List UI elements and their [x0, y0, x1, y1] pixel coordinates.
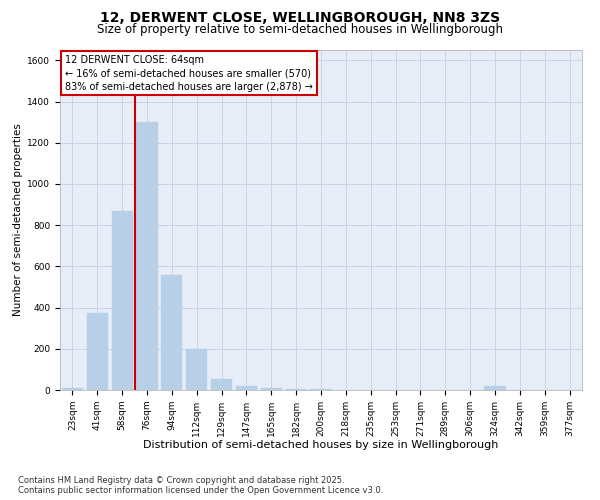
Bar: [186, 349, 207, 390]
Bar: [87, 312, 108, 390]
Bar: [211, 378, 232, 390]
Text: 12 DERWENT CLOSE: 64sqm
← 16% of semi-detached houses are smaller (570)
83% of s: 12 DERWENT CLOSE: 64sqm ← 16% of semi-de…: [65, 55, 313, 92]
Bar: [484, 386, 506, 390]
Bar: [62, 388, 83, 390]
Bar: [236, 386, 257, 390]
Text: Size of property relative to semi-detached houses in Wellingborough: Size of property relative to semi-detach…: [97, 22, 503, 36]
Bar: [136, 122, 158, 390]
X-axis label: Distribution of semi-detached houses by size in Wellingborough: Distribution of semi-detached houses by …: [143, 440, 499, 450]
Text: Contains HM Land Registry data © Crown copyright and database right 2025.
Contai: Contains HM Land Registry data © Crown c…: [18, 476, 383, 495]
Bar: [112, 210, 133, 390]
Bar: [261, 388, 282, 390]
Bar: [161, 274, 182, 390]
Text: 12, DERWENT CLOSE, WELLINGBOROUGH, NN8 3ZS: 12, DERWENT CLOSE, WELLINGBOROUGH, NN8 3…: [100, 11, 500, 25]
Y-axis label: Number of semi-detached properties: Number of semi-detached properties: [13, 124, 23, 316]
